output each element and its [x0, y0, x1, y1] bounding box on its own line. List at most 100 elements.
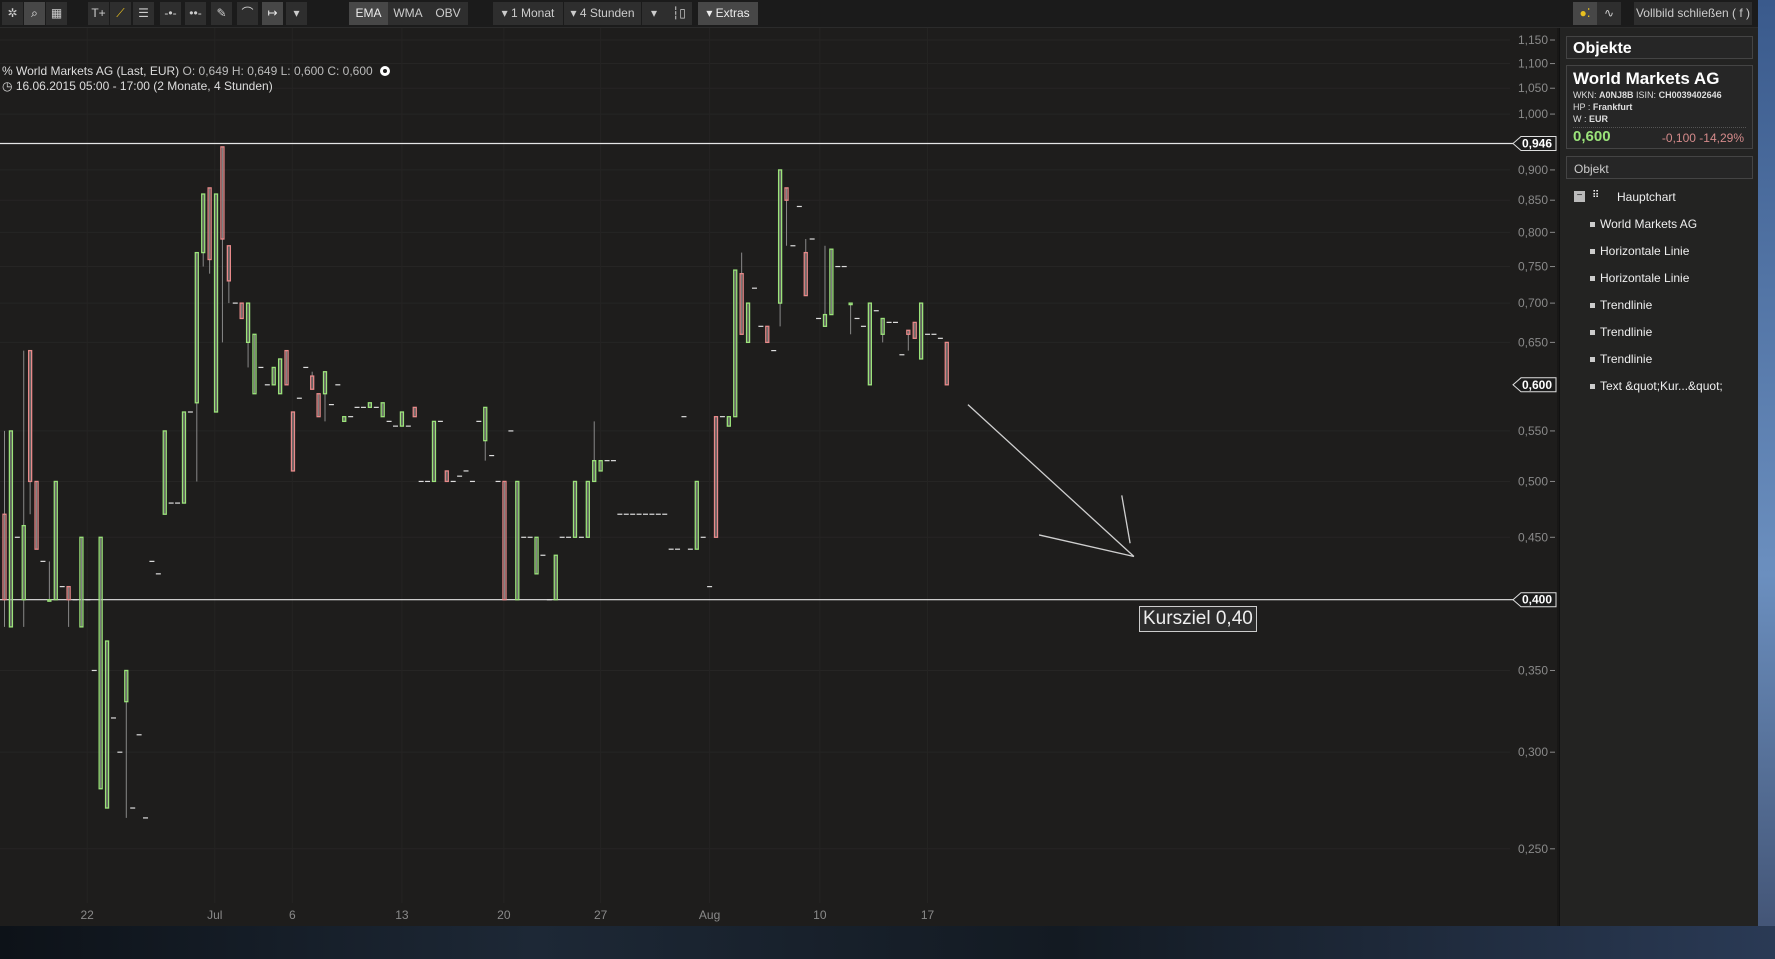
trendline[interactable] [1038, 534, 1135, 558]
tree-item[interactable]: Trendlinie [1600, 352, 1653, 366]
tree-item[interactable]: Horizontale Linie [1600, 271, 1690, 285]
tree-bullet-icon [1590, 222, 1595, 227]
ema-button[interactable]: EMA [349, 2, 388, 25]
y-tick-label: 0,750 [1518, 260, 1548, 274]
candle-down [220, 146, 225, 240]
x-tick-label: 20 [497, 908, 511, 922]
tree-bullet-icon [1590, 249, 1595, 254]
tree-bullet-icon [1590, 384, 1595, 389]
candle-up [271, 366, 276, 386]
isin: CH0039402646 [1658, 90, 1722, 100]
tree-item[interactable]: Trendlinie [1600, 325, 1653, 339]
candle-up [162, 430, 167, 515]
dropdown-icon[interactable]: ▾ [286, 2, 307, 25]
price-target-label[interactable]: Kursziel 0,40 [1139, 606, 1257, 632]
candle-up [21, 524, 26, 601]
isin-label: ISIN: [1636, 90, 1657, 100]
pencil-icon[interactable]: ✎ [211, 2, 232, 25]
candle-up [194, 251, 199, 404]
candle-down [66, 585, 71, 601]
candle-up [201, 193, 206, 254]
settings-dot-icon[interactable] [380, 66, 391, 76]
candle-down [316, 393, 321, 418]
interval-dropdown[interactable]: ▾ 4 Stunden [564, 2, 641, 25]
x-tick-label: 10 [813, 908, 827, 922]
low-value: L: 0,600 [280, 64, 324, 78]
settings-icon[interactable]: ✲ [2, 2, 23, 25]
candle-up [534, 536, 539, 575]
objects-toggle-icon[interactable]: ●⁚ [1573, 2, 1597, 25]
candle-down [290, 411, 296, 472]
candle-down [2, 513, 7, 601]
candlestick-icon[interactable]: ┆▯ [666, 2, 692, 25]
objekt-header: Objekt [1566, 156, 1753, 179]
close-fullscreen-button[interactable]: Vollbild schließen ( f ) [1634, 2, 1752, 25]
x-tick-label: 22 [81, 908, 95, 922]
price-chart[interactable]: 1,150 1,100 1,050 1,000 0,900 0,850 0,800 0,750… [0, 28, 1559, 926]
y-tick-label: 1,000 [1518, 107, 1548, 121]
trendline[interactable] [1121, 495, 1131, 544]
period-dropdown[interactable]: ▾ 1 Monat [493, 2, 563, 25]
collapse-icon[interactable]: − [1574, 191, 1585, 202]
candle-down [784, 187, 789, 201]
chart-type-dropdown[interactable]: ▾ [642, 2, 666, 25]
instrument-card: World Markets AG WKN: A0NJ8B ISIN: CH003… [1566, 65, 1753, 149]
candle-down [34, 480, 39, 550]
chart-area[interactable]: 1,150 1,100 1,050 1,000 0,900 0,850 0,800 0,750… [0, 28, 1559, 926]
y-tick-label: 0,700 [1518, 296, 1548, 310]
candle-down [739, 273, 744, 335]
time-range: 16.06.2015 05:00 - 17:00 (2 Monate, 4 St… [15, 79, 273, 93]
channel-icon[interactable]: ••- [185, 2, 206, 25]
wma-button[interactable]: WMA [388, 2, 428, 25]
horizontal-line-label: 0,946 [1522, 136, 1552, 150]
candle-up [726, 416, 731, 427]
extras-dropdown[interactable]: ▾ Extras [698, 2, 758, 25]
candle-down [284, 349, 289, 386]
candle-up [79, 536, 84, 628]
tree-item[interactable]: Text &quot;Kur...&quot; [1600, 379, 1723, 393]
open-value: O: 0,649 [182, 64, 229, 78]
interval-label: 4 Stunden [579, 6, 635, 20]
tree-bullet-icon [1590, 276, 1595, 281]
tree-item[interactable]: Trendlinie [1600, 298, 1653, 312]
candle-up [585, 480, 590, 538]
candle-up [53, 480, 58, 601]
tree-bullet-icon [1590, 303, 1595, 308]
indicator-toggle-icon[interactable]: ∿ [1597, 2, 1621, 25]
fibonacci-icon[interactable]: ☰ [133, 2, 154, 25]
x-tick-label: 13 [395, 908, 409, 922]
y-tick-label: 0,550 [1518, 424, 1548, 438]
candle-up [745, 302, 751, 344]
last-price-tag [1512, 377, 1557, 393]
y-tick-label: 0,850 [1518, 193, 1548, 207]
candle-up [322, 371, 328, 395]
candle-up [277, 358, 283, 395]
arc-icon[interactable]: ⌒ [237, 2, 258, 25]
candle-up [399, 411, 405, 427]
close-value: C: 0,600 [327, 64, 373, 78]
y-tick-label: 0,300 [1518, 745, 1548, 759]
trendline-tool-icon[interactable]: ⟋ [110, 2, 131, 25]
change-abs: -0,100 [1661, 131, 1696, 145]
candle-up [124, 669, 129, 703]
obv-button[interactable]: OBV [428, 2, 468, 25]
tree-item[interactable]: World Markets AG [1600, 217, 1698, 231]
candle-up [8, 430, 14, 628]
text-tool-icon[interactable]: T+ [88, 2, 109, 25]
candle-up [104, 640, 110, 809]
candle-up [822, 313, 828, 327]
tree-bullet-icon [1590, 357, 1595, 362]
candle-up [213, 193, 219, 413]
grid-icon[interactable]: ▦ [46, 2, 67, 25]
tree-root-hauptchart[interactable]: Hauptchart [1617, 190, 1676, 204]
hline-icon[interactable]: -•- [160, 2, 181, 25]
candle-down [765, 325, 770, 344]
trendline[interactable] [967, 404, 1135, 557]
tree-item[interactable]: Horizontale Linie [1600, 244, 1690, 258]
candle-up [47, 599, 52, 602]
candle-up [515, 480, 520, 601]
measure-icon[interactable]: ↦ [262, 2, 283, 25]
high-value: H: 0,649 [231, 64, 278, 78]
zoom-icon[interactable]: ⌕ [24, 2, 45, 25]
candle-up [572, 480, 578, 538]
